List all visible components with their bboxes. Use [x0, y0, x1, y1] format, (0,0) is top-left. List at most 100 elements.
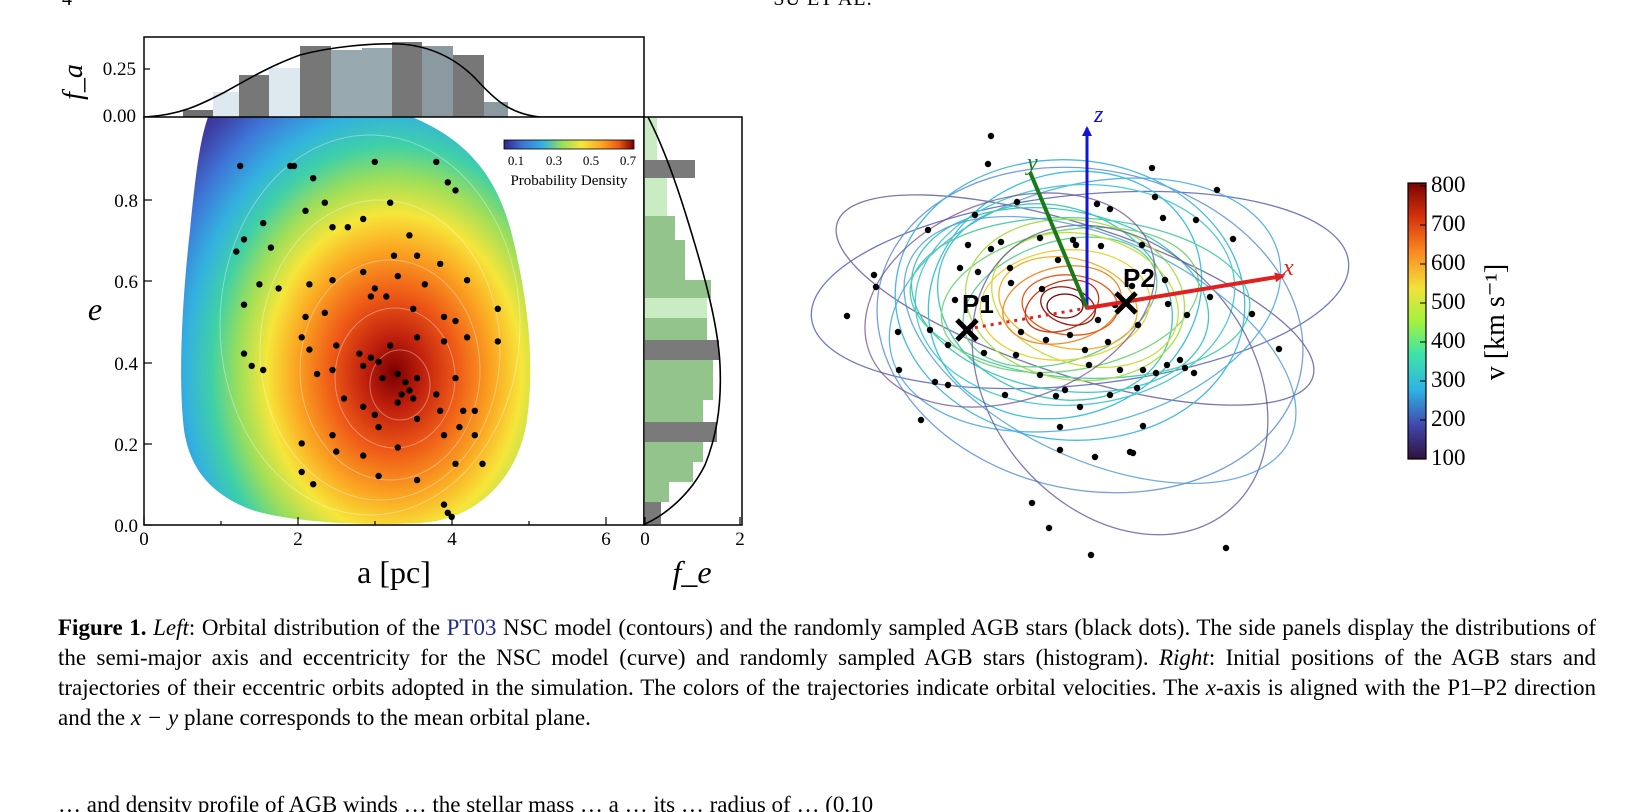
- velocity-colorbar: 100 200 300 400 500 600 700 800 v [km s⁻…: [1407, 172, 1511, 470]
- x-tick-0: 0: [139, 529, 149, 550]
- right-panel-orbits: z y x P1 P2 100 200 300 400 500: [810, 102, 1511, 559]
- cb-tick-600: 600: [1431, 250, 1466, 275]
- cb-tick-500: 500: [1431, 289, 1466, 314]
- page-header: 4 SU ET AL.: [0, 0, 1646, 10]
- caption-text-3: : Initial positions of the AGB stars and…: [58, 645, 1597, 700]
- y-axis-label: e: [88, 291, 102, 327]
- velocity-colorbar-ticks: [1420, 185, 1426, 460]
- agb-star-dot: [479, 460, 486, 467]
- cb-tick-300: 300: [1431, 367, 1466, 392]
- agb-star-dot: [387, 342, 394, 349]
- x-tick-6: 6: [601, 529, 611, 550]
- agb-star-dot: [333, 448, 340, 455]
- p2-marker: [1114, 291, 1138, 315]
- agb-star-dot: [413, 334, 421, 341]
- agb-star-dot: [394, 444, 401, 451]
- agb-star-dot: [371, 411, 378, 418]
- z-axis-label: z: [1093, 102, 1104, 128]
- agb-star-dot: [406, 387, 413, 394]
- agb-star-dot: [463, 277, 471, 284]
- right-hist-kde-curve: [644, 116, 722, 525]
- top-hist-kde-curve: [144, 43, 644, 118]
- agb-star-dot: [306, 346, 313, 353]
- caption-pt03-link[interactable]: PT03: [446, 615, 497, 640]
- inset-colorbar-bar: [503, 139, 635, 150]
- agb-star-dot: [240, 350, 248, 357]
- agb-star-dot: [360, 403, 367, 410]
- agb-star-dot: [444, 179, 451, 186]
- agb-star-dot: [460, 407, 467, 414]
- agb-star-dot: [440, 313, 448, 321]
- agb-star-dot: [375, 472, 382, 480]
- cb-tick-200: 200: [1431, 406, 1466, 431]
- agb-star-dot: [471, 407, 478, 414]
- agb-star-dot: [371, 285, 378, 292]
- inset-colorbar: 0.1 0.3 0.5 0.7 Probability Density: [503, 139, 637, 189]
- agb-star-dot: [410, 305, 417, 312]
- agb-star-dot: [463, 334, 471, 341]
- cb-tick-700: 700: [1431, 211, 1466, 236]
- caption-xy-word: x − y: [130, 705, 179, 730]
- agb-star-dot: [440, 338, 448, 345]
- agb-star-dot: [387, 199, 394, 206]
- agb-star-dot: [371, 158, 378, 166]
- probability-density-contours: [181, 117, 531, 524]
- orbit-trajectories: [810, 159, 1350, 536]
- body-text-fragment: … and density profile of AGB winds … the…: [58, 792, 874, 812]
- agb-star-dot: [413, 252, 421, 259]
- agb-star-dot: [494, 305, 501, 312]
- agb-star-dot: [406, 232, 413, 239]
- right-hist-ticks: [644, 517, 741, 525]
- top-hist-label: f_a: [58, 64, 89, 100]
- agb-star-dot: [310, 481, 317, 488]
- agb-star-dot: [302, 207, 309, 214]
- agb-star-dot: [437, 260, 444, 268]
- agb-star-dot: [413, 415, 421, 423]
- right-hist-bars: [645, 118, 719, 524]
- agb-star-dot: [448, 513, 455, 520]
- p1-label: P1: [962, 289, 994, 319]
- agb-star-dot: [433, 158, 440, 166]
- x-axis-label: a [pc]: [357, 554, 431, 590]
- agb-star-dot: [302, 313, 309, 321]
- agb-star-dot: [275, 285, 282, 292]
- x-axis-arrow: [1086, 272, 1285, 310]
- top-hist-tick-0.25: 0.25: [103, 59, 136, 80]
- y-tick-0.0: 0.0: [114, 516, 138, 537]
- page-number: 4: [62, 0, 72, 11]
- agb-star-dot: [440, 432, 448, 439]
- agb-star-dot: [444, 509, 451, 516]
- y-tick-0.2: 0.2: [114, 435, 138, 456]
- agb-star-dot: [360, 215, 367, 223]
- inset-cb-tick-0.5: 0.5: [583, 153, 599, 168]
- inset-cb-tick-0.1: 0.1: [508, 153, 524, 168]
- agb-star-dot: [367, 354, 375, 361]
- agb-star-dot: [471, 432, 478, 439]
- agb-star-dot: [390, 252, 398, 259]
- agb-star-dot: [313, 370, 321, 378]
- left-panel: 0.25 0.00 f_a: [58, 36, 745, 590]
- agb-star-dot: [394, 399, 401, 406]
- agb-star-dot: [298, 334, 305, 341]
- agb-star-dot: [456, 423, 463, 431]
- velocity-colorbar-bar: [1407, 182, 1427, 460]
- agb-star-dot: [360, 362, 367, 370]
- agb-star-dot: [240, 236, 248, 243]
- agb-star-dot: [394, 272, 401, 280]
- right-hist-tick-0: 0: [640, 529, 650, 550]
- agb-star-dot: [344, 224, 351, 231]
- agb-star-dot: [233, 248, 240, 255]
- agb-star-dot: [240, 301, 248, 308]
- agb-star-dot: [402, 379, 409, 386]
- agb-star-dot: [260, 219, 267, 227]
- running-title: SU ET AL.: [0, 0, 1646, 11]
- x-tick-2: 2: [293, 529, 303, 550]
- agb-star-dot: [333, 342, 340, 349]
- caption-text-2: NSC model (contours) and the randomly sa…: [58, 615, 1597, 670]
- velocity-colorbar-label: v [km s⁻¹]: [1480, 264, 1511, 381]
- agb-star-dot: [379, 374, 386, 382]
- agb-star-dot: [452, 187, 459, 194]
- agb-star-dot: [367, 293, 375, 300]
- top-histogram: 0.25 0.00 f_a: [58, 36, 645, 127]
- agb-star-dot: [413, 476, 421, 484]
